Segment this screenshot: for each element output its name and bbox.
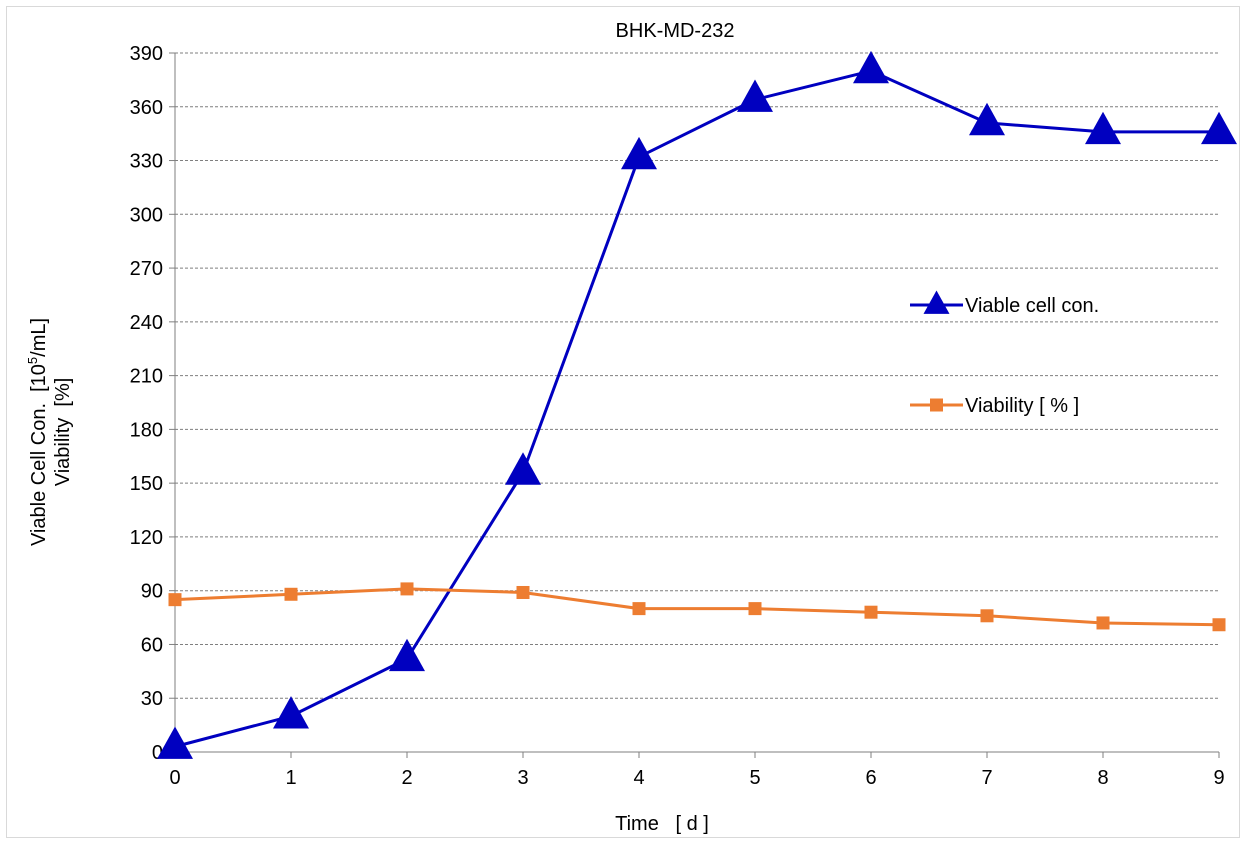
y-tick-label: 390	[130, 43, 163, 65]
y-tick-label: 210	[130, 366, 163, 388]
y-tick-label: 300	[130, 204, 163, 226]
data-point-square	[400, 582, 414, 596]
y-tick-label: 150	[130, 473, 163, 495]
data-point-square	[284, 587, 298, 601]
data-point-triangle	[1201, 111, 1237, 145]
legend-marker-square	[930, 398, 943, 412]
data-point-square	[1212, 618, 1226, 632]
y-tick-label: 90	[141, 581, 163, 603]
data-point-triangle	[969, 102, 1005, 136]
y-tick-label: 30	[141, 688, 163, 710]
legend-label-1: Viable cell con.	[965, 295, 1099, 317]
y-axis-label-line1: Viable Cell Con. [105/mL]	[25, 318, 50, 546]
y-tick-label: 120	[130, 527, 163, 549]
legend-marker-triangle	[923, 290, 950, 314]
x-tick-label: 1	[285, 767, 296, 789]
data-point-square	[1096, 616, 1110, 630]
x-tick-label: 6	[865, 767, 876, 789]
y-axis-label-superscript: 5	[25, 357, 40, 364]
data-point-square	[864, 605, 878, 619]
series-line-1	[174, 69, 1219, 749]
y-axis-label-line2: Viability [%]	[52, 378, 74, 487]
y-axis-label-line1-main: Viable Cell Con. [10	[28, 364, 50, 546]
data-point-square	[168, 593, 182, 607]
x-tick-label: 9	[1213, 767, 1224, 789]
y-axis-label-line1-unit: /mL]	[28, 318, 50, 357]
y-tick-label: 270	[130, 258, 163, 280]
data-point-square	[632, 602, 646, 616]
data-point-square	[748, 602, 762, 616]
x-tick-label: 2	[401, 767, 412, 789]
data-point-square	[980, 609, 994, 623]
y-tick-label: 330	[130, 151, 163, 173]
y-tick-label: 240	[130, 312, 163, 334]
series-line-2	[174, 587, 1220, 627]
chart-title: BHK-MD-232	[616, 20, 735, 42]
y-tick-label: 180	[130, 419, 163, 441]
x-tick-label: 5	[749, 767, 760, 789]
legend-label-2: Viability [ % ]	[965, 395, 1079, 417]
y-tick-label: 60	[141, 634, 163, 656]
y-tick-label: 0	[152, 742, 163, 764]
x-tick-label: 0	[169, 767, 180, 789]
data-point-triangle	[1085, 111, 1121, 145]
x-tick-label: 7	[981, 767, 992, 789]
x-tick-label: 3	[517, 767, 528, 789]
x-tick-label: 4	[633, 767, 644, 789]
data-point-triangle	[505, 452, 541, 485]
data-point-triangle	[273, 696, 309, 729]
data-point-triangle	[389, 638, 425, 672]
y-tick-label: 360	[130, 97, 163, 119]
x-tick-label: 8	[1097, 767, 1108, 789]
data-point-triangle	[853, 50, 889, 84]
chart-container: 0 30 60 90 120 150 180 210 240 270 300 330 360 390 0 1 2…	[6, 6, 1240, 838]
data-point-triangle	[621, 136, 657, 170]
data-point-triangle	[157, 726, 193, 759]
data-point-triangle	[737, 79, 773, 112]
x-axis-label: Time [ d ]	[615, 813, 709, 835]
data-point-square	[516, 585, 530, 599]
line-chart: 0 30 60 90 120 150 180 210 240 270 300 330 360 390 0 1 2…	[25, 20, 1237, 835]
